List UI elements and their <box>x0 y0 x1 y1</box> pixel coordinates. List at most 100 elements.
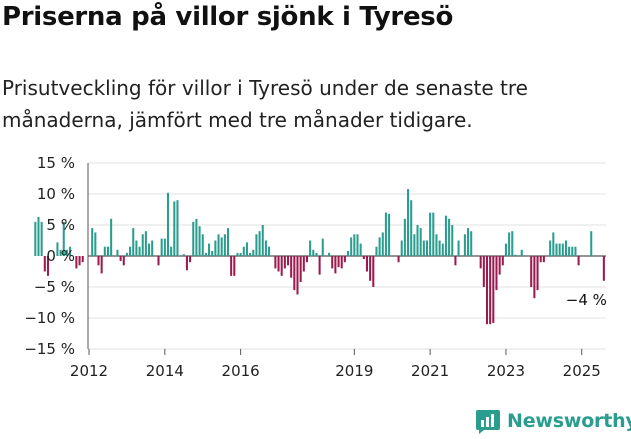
bar <box>110 218 113 256</box>
y-tick-label: 10 % <box>37 185 75 203</box>
bar <box>495 256 498 291</box>
bar <box>94 232 97 256</box>
bar <box>407 189 410 256</box>
bar <box>574 246 577 256</box>
bar <box>504 243 507 256</box>
bar <box>384 212 387 256</box>
bar <box>264 240 267 256</box>
bar <box>511 231 514 256</box>
bar <box>365 256 369 272</box>
bar <box>185 256 188 271</box>
bar <box>448 218 451 256</box>
x-tick-label: 2025 <box>563 362 601 380</box>
bar <box>166 192 170 256</box>
bar <box>552 232 555 256</box>
bar <box>81 256 84 263</box>
bar <box>163 238 166 256</box>
bar <box>590 231 593 256</box>
bar <box>568 246 571 256</box>
bar <box>65 249 68 256</box>
bar <box>602 256 605 281</box>
bar <box>283 256 286 269</box>
bar <box>290 256 293 278</box>
bar <box>201 234 204 256</box>
bar <box>138 246 141 256</box>
bar <box>236 252 239 256</box>
bar <box>46 256 49 276</box>
bar-series <box>34 189 605 325</box>
bar <box>75 256 78 269</box>
bar <box>249 252 252 256</box>
bar <box>189 256 192 263</box>
bar <box>347 251 350 256</box>
bar <box>372 256 375 287</box>
bar <box>97 256 100 266</box>
bar <box>62 221 65 256</box>
bar <box>321 238 324 256</box>
bar <box>170 246 173 256</box>
bar <box>233 256 236 276</box>
bar <box>176 200 179 256</box>
bar <box>369 256 372 281</box>
axes: 15 % 10 % 5 % 0 % −5 % −10 % −15 % 2012 2014 2016… <box>24 154 601 380</box>
bar <box>119 256 122 261</box>
bar <box>106 246 110 256</box>
x-tick-label: 2016 <box>222 362 260 380</box>
bar <box>135 240 138 256</box>
bar <box>296 256 299 295</box>
bar <box>198 226 201 256</box>
bar <box>148 243 151 256</box>
bar <box>422 240 425 256</box>
bar <box>252 249 255 256</box>
bar <box>122 256 125 266</box>
bar <box>542 256 545 263</box>
bar <box>381 232 384 256</box>
x-tick-label: 2021 <box>411 362 449 380</box>
bar <box>268 246 271 256</box>
bar <box>501 256 504 266</box>
bar <box>359 243 362 256</box>
bar <box>277 256 280 272</box>
bar <box>245 242 248 256</box>
bar <box>226 228 230 256</box>
bar <box>432 212 435 256</box>
bar <box>337 256 340 268</box>
y-tick-label: 0 % <box>46 247 75 265</box>
bar <box>454 256 457 266</box>
bar <box>467 228 470 256</box>
bar <box>343 256 346 263</box>
bar <box>555 243 558 256</box>
bar <box>457 240 460 256</box>
y-tick-label: 5 % <box>46 216 75 234</box>
bar <box>230 256 233 276</box>
bar <box>223 234 226 256</box>
bar <box>299 256 302 283</box>
bar <box>441 243 444 256</box>
bar <box>144 231 147 256</box>
bar <box>78 256 81 266</box>
bar <box>485 256 489 325</box>
bar <box>438 240 441 256</box>
bar <box>356 234 359 256</box>
bar <box>564 240 567 256</box>
y-tick-label: −5 % <box>34 278 75 296</box>
y-tick-label: −10 % <box>24 309 75 327</box>
bar <box>331 256 334 269</box>
bar <box>103 246 106 256</box>
bar <box>362 256 365 260</box>
bar <box>312 249 315 256</box>
bar <box>182 254 185 256</box>
bar <box>208 243 211 256</box>
bar <box>217 234 220 256</box>
bar <box>498 256 501 275</box>
bar <box>315 252 318 256</box>
bar <box>378 237 381 256</box>
bar <box>561 243 564 256</box>
bar <box>530 256 533 287</box>
bar <box>129 246 132 256</box>
bar <box>192 221 195 256</box>
bar <box>413 234 416 256</box>
bar <box>520 249 523 256</box>
bar <box>157 256 160 266</box>
